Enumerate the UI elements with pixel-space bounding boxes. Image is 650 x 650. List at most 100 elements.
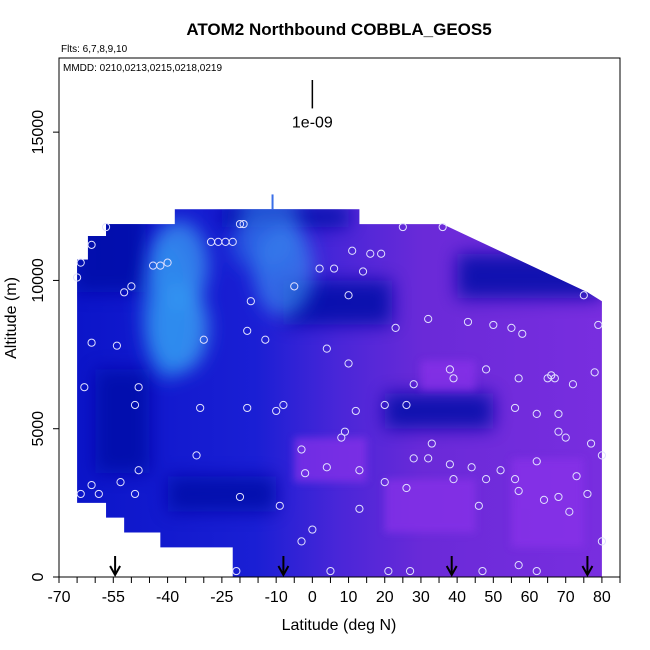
observation-point: [590, 368, 599, 377]
field-highlights: [141, 209, 314, 381]
observation-point: [163, 258, 172, 267]
observation-point: [424, 454, 433, 463]
observation-point: [156, 261, 165, 270]
plot-frame: [58, 57, 621, 578]
observation-point: [550, 374, 559, 383]
observation-point: [322, 463, 331, 472]
observation-point: [116, 477, 125, 487]
observation-point: [445, 365, 454, 374]
observation-point: [380, 400, 389, 410]
x-tick-label: -10: [265, 589, 288, 606]
observation-point: [409, 380, 418, 389]
observation-point: [514, 561, 523, 570]
observation-point: [239, 219, 248, 229]
x-tick-label: 10: [340, 589, 358, 606]
observation-point: [130, 400, 140, 410]
observation-point: [380, 477, 389, 487]
observation-point: [127, 282, 136, 291]
observation-point: [337, 433, 346, 442]
observation-point: [554, 492, 563, 502]
y-axis: 0 5000 10000 15000: [30, 110, 59, 581]
x-tick-label: 40: [448, 589, 466, 606]
observation-point: [445, 460, 454, 469]
observation-point: [355, 466, 364, 475]
observation-point: [554, 427, 563, 436]
observation-point: [398, 222, 407, 232]
observation-point: [134, 383, 143, 392]
observation-point: [579, 291, 588, 300]
observation-point: [405, 566, 415, 576]
dates-subtitle: MMDD: 0210,0213,0215,0218,0219: [63, 63, 222, 74]
y-tick-label: 10000: [30, 258, 47, 303]
observation-point: [507, 323, 516, 332]
x-tick-label: 50: [484, 589, 502, 606]
observation-point: [351, 406, 360, 416]
observation-point: [76, 258, 85, 267]
observation-point: [597, 451, 607, 460]
observation-point: [518, 329, 527, 338]
chart-title: ATOM2 Northbound COBBLA_GEOS5: [186, 20, 491, 39]
observation-point: [192, 451, 201, 460]
observation-point: [565, 507, 574, 516]
y-tick-label: 0: [30, 572, 47, 581]
observation-point: [130, 489, 140, 499]
observation-point: [514, 374, 523, 383]
concentration-field: [77, 194, 602, 577]
observation-point: [355, 504, 364, 513]
observation-point: [308, 525, 317, 534]
observation-point: [583, 489, 592, 499]
x-tick-label: -40: [156, 589, 179, 606]
x-tick-label: 80: [593, 589, 611, 606]
observation-point: [568, 380, 578, 389]
observation-point: [290, 282, 299, 291]
observation-point: [243, 403, 252, 413]
observation-point: [235, 219, 245, 229]
observation-point: [402, 400, 411, 410]
observation-point: [326, 566, 335, 576]
observation-point: [554, 409, 563, 418]
observation-point: [539, 495, 549, 504]
scale-bar: 1e-09: [292, 80, 333, 131]
flight-arrow: [109, 556, 121, 578]
observation-point: [72, 273, 82, 282]
observation-point: [594, 320, 603, 330]
flight-arrows: [109, 556, 594, 578]
observation-point: [510, 475, 520, 484]
observation-point: [510, 403, 520, 413]
observation-point: [402, 483, 411, 493]
observation-point: [572, 472, 581, 481]
observation-point: [134, 466, 143, 475]
x-tick-label: 20: [376, 589, 394, 606]
flight-arrow: [277, 556, 290, 578]
observation-point: [87, 240, 96, 249]
observation-point: [449, 475, 458, 484]
field-envelope: [77, 209, 602, 577]
observation-point: [279, 400, 288, 410]
observation-point: [243, 326, 252, 335]
observation-point: [481, 475, 491, 484]
observation-point: [474, 501, 483, 510]
observation-point: [235, 492, 245, 502]
observation-point: [438, 222, 447, 232]
observation-point: [449, 374, 458, 383]
observation-markers: [72, 219, 607, 576]
x-tick-label: 0: [308, 589, 317, 606]
x-tick-label: 60: [521, 589, 539, 606]
observation-point: [315, 264, 324, 273]
y-tick-label: 15000: [30, 110, 47, 155]
observation-point: [409, 454, 418, 463]
observation-point: [532, 409, 541, 418]
observation-point: [478, 566, 487, 576]
observation-point: [514, 486, 523, 496]
observation-point: [112, 341, 122, 350]
x-tick-label: -55: [102, 589, 125, 606]
observation-point: [481, 365, 491, 374]
observation-point: [80, 383, 89, 392]
x-tick-label: -25: [210, 589, 233, 606]
observation-point: [232, 566, 241, 576]
observation-point: [199, 335, 208, 344]
observation-point: [344, 291, 353, 300]
observation-point: [87, 338, 96, 347]
observation-point: [120, 288, 129, 297]
